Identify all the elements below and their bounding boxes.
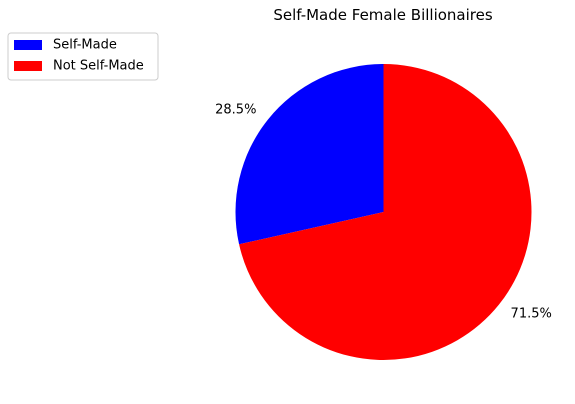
legend-swatch-self-made <box>14 40 42 50</box>
chart-title: Self-Made Female Billionaires <box>273 6 493 24</box>
pie-slice-self-made <box>235 64 384 245</box>
pie-label-self-made: 28.5% <box>215 103 256 118</box>
pie-slices <box>235 64 532 360</box>
legend-frame <box>7 32 159 81</box>
legend: Self-Made Not Self-Made <box>7 32 159 81</box>
pie-slice-not-self-made <box>239 64 532 360</box>
pie-label-not-self-made: 71.5% <box>511 306 552 321</box>
pie-percentage-labels: 28.5% 71.5% <box>215 103 552 322</box>
legend-label-self-made: Self-Made <box>53 38 117 53</box>
legend-swatch-not-self-made <box>14 61 42 71</box>
legend-label-not-self-made: Not Self-Made <box>53 59 144 74</box>
